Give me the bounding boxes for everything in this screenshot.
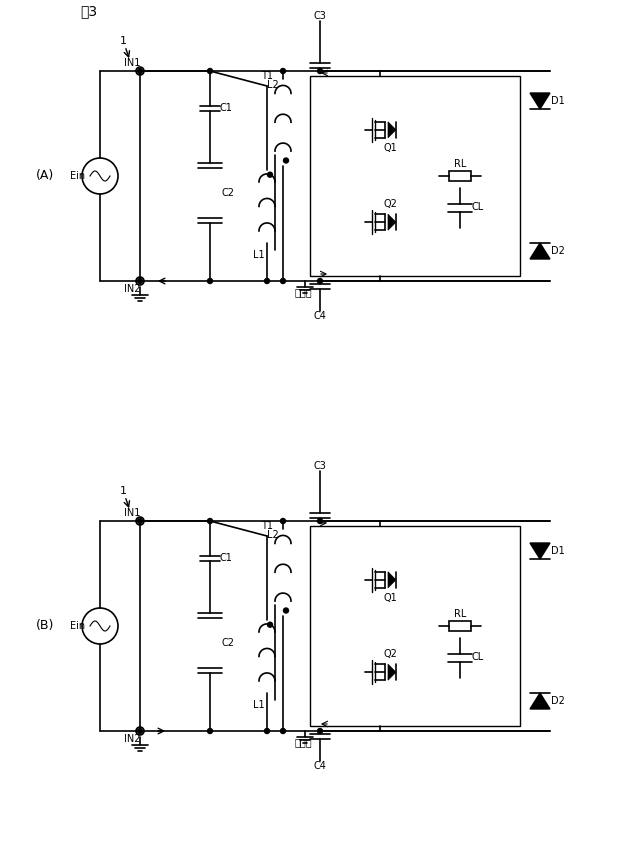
Circle shape xyxy=(207,728,212,734)
Circle shape xyxy=(138,278,143,283)
Circle shape xyxy=(268,172,273,177)
Polygon shape xyxy=(388,664,396,680)
Polygon shape xyxy=(530,693,550,709)
Bar xyxy=(310,76,520,276)
Circle shape xyxy=(207,68,212,73)
Circle shape xyxy=(280,728,285,734)
Text: Q2: Q2 xyxy=(383,199,397,209)
Polygon shape xyxy=(530,93,550,109)
Text: IN2: IN2 xyxy=(124,734,140,744)
Text: D2: D2 xyxy=(551,246,565,256)
Text: RL: RL xyxy=(454,159,466,169)
Circle shape xyxy=(280,518,285,523)
Text: IN1: IN1 xyxy=(124,508,140,518)
Circle shape xyxy=(264,728,269,734)
Text: C3: C3 xyxy=(314,461,326,471)
Text: CL: CL xyxy=(472,653,484,662)
Circle shape xyxy=(138,68,143,73)
Polygon shape xyxy=(388,122,396,138)
Text: (B): (B) xyxy=(36,620,54,632)
Circle shape xyxy=(317,68,323,73)
Text: C1: C1 xyxy=(220,103,232,113)
Circle shape xyxy=(264,278,269,283)
Text: L2: L2 xyxy=(267,530,279,540)
Text: D1: D1 xyxy=(551,96,565,106)
Text: C4: C4 xyxy=(314,311,326,321)
Text: C1: C1 xyxy=(220,553,232,563)
Text: C2: C2 xyxy=(221,637,234,648)
Polygon shape xyxy=(388,214,396,231)
Text: 1: 1 xyxy=(120,486,127,496)
Text: (A): (A) xyxy=(36,169,54,182)
Text: Q1: Q1 xyxy=(383,143,397,153)
Text: Ein: Ein xyxy=(70,621,86,631)
Circle shape xyxy=(284,608,289,613)
Text: D1: D1 xyxy=(551,546,565,556)
Text: T1: T1 xyxy=(261,71,273,81)
Text: Ein: Ein xyxy=(70,171,86,181)
Circle shape xyxy=(317,278,323,283)
Circle shape xyxy=(317,728,323,734)
Polygon shape xyxy=(530,543,550,559)
Text: L2: L2 xyxy=(267,80,279,90)
Bar xyxy=(449,171,471,181)
Text: IN1: IN1 xyxy=(124,58,140,68)
Text: CL: CL xyxy=(472,203,484,213)
Circle shape xyxy=(138,518,143,523)
Text: 1: 1 xyxy=(120,36,127,46)
Text: RL: RL xyxy=(454,609,466,619)
Text: C3: C3 xyxy=(314,11,326,21)
Text: D2: D2 xyxy=(551,696,565,706)
Circle shape xyxy=(284,158,289,163)
Text: 𝑓𝑓𝑓: 𝑓𝑓𝑓 xyxy=(294,737,312,747)
Polygon shape xyxy=(530,243,550,259)
Text: Q1: Q1 xyxy=(383,593,397,603)
Circle shape xyxy=(207,518,212,523)
Text: 図3: 図3 xyxy=(80,4,97,18)
Text: L1: L1 xyxy=(253,250,265,260)
Circle shape xyxy=(280,68,285,73)
Polygon shape xyxy=(388,572,396,588)
Circle shape xyxy=(207,278,212,283)
Circle shape xyxy=(317,518,323,523)
Text: T1: T1 xyxy=(261,521,273,531)
Text: C4: C4 xyxy=(314,761,326,771)
Text: IN2: IN2 xyxy=(124,284,140,294)
Bar xyxy=(449,621,471,631)
Text: L1: L1 xyxy=(253,700,265,711)
Circle shape xyxy=(138,728,143,734)
Text: 𝑓𝑓𝑓: 𝑓𝑓𝑓 xyxy=(294,287,312,297)
Circle shape xyxy=(268,622,273,627)
Text: Q2: Q2 xyxy=(383,649,397,660)
Text: C2: C2 xyxy=(221,188,234,197)
Bar xyxy=(310,526,520,726)
Circle shape xyxy=(280,278,285,283)
